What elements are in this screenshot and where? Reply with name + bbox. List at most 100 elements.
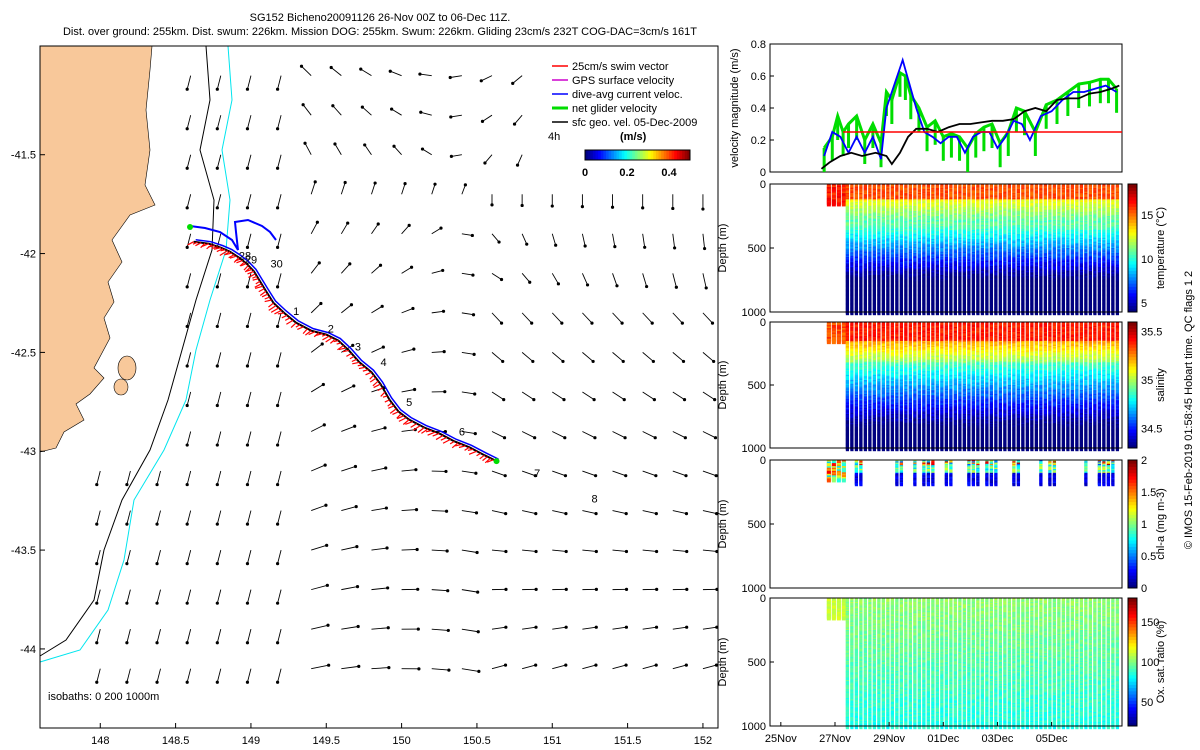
sfc-geo-arrow-head (322, 423, 326, 427)
sfc-geo-arrow-head (504, 587, 508, 591)
sfc-geo-arrow-head (564, 512, 568, 516)
sfc-geo-arrow-head (125, 680, 129, 684)
sfc-geo-arrow-head (185, 285, 189, 289)
map-y-tick-label: -42 (20, 249, 36, 261)
velocity-colorbar-cell (674, 150, 678, 160)
sfc-geo-arrow (186, 391, 192, 406)
sfc-geo-arrow-head (155, 641, 159, 645)
sfc-geo-arrow (552, 510, 567, 515)
label-4h: 4h (548, 131, 560, 143)
sfc-geo-arrow-head (685, 549, 689, 554)
sfc-geo-arrow (521, 431, 535, 439)
sfc-geo-arrow-head (275, 641, 280, 645)
sfc-geo-arrow (310, 222, 318, 235)
sfc-geo-arrow-head (474, 511, 479, 515)
sfc-geo-arrow (310, 424, 325, 432)
sfc-geo-arrow (186, 194, 192, 208)
sfc-geo-arrow (341, 546, 357, 551)
profile-dot (953, 312, 958, 316)
sfc-geo-arrow-head (245, 87, 250, 91)
sfc-geo-arrow-head (560, 321, 564, 325)
sfc-geo-arrow-head (504, 549, 508, 554)
sfc-geo-arrow (310, 303, 322, 314)
sfc-geo-arrow (341, 506, 357, 511)
sfc-geo-arrow (340, 222, 349, 235)
sfc-geo-arrow (401, 183, 406, 195)
sfc-geo-arrow-head (684, 512, 689, 516)
sfc-geo-arrow (582, 312, 593, 324)
swim-vector-mark (427, 431, 436, 436)
sfc-geo-arrow-head (185, 443, 189, 447)
velocity-colorbar-tick: 0.4 (661, 167, 677, 179)
sfc-geo-arrow (461, 431, 476, 435)
sfc-geo-arrow-head (275, 482, 280, 487)
swim-vector-mark (377, 387, 384, 391)
profile-dot (886, 312, 890, 316)
sfc-geo-arrow-head (363, 143, 367, 147)
sfc-geo-arrow-head (463, 183, 467, 187)
sfc-geo-arrow-head (447, 668, 451, 672)
sfc-geo-arrow-head (564, 587, 568, 591)
sfc-geo-arrow-head (684, 474, 688, 478)
sfc-geo-arrow (612, 664, 627, 670)
sfc-geo-arrow-head (245, 285, 250, 289)
sfc-geo-arrow (552, 431, 566, 439)
sfc-geo-arrow (491, 391, 504, 400)
sfc-geo-arrow-head (475, 550, 479, 555)
sfc-geo-arrow-head (275, 562, 280, 566)
sfc-geo-arrow-head (329, 65, 333, 70)
sfc-geo-arrow (332, 105, 342, 116)
sfc-geo-arrow (582, 431, 596, 439)
sfc-geo-arrow (371, 182, 376, 195)
sfc-geo-arrow (551, 233, 557, 246)
map-x-tick-label: 151 (543, 735, 561, 747)
sfc-geo-arrow (642, 626, 657, 630)
sfc-geo-arrow-head (713, 436, 718, 440)
sfc-geo-arrow (186, 431, 192, 446)
sfc-geo-arrow-head (439, 226, 443, 230)
sfc-geo-arrow-head (185, 87, 189, 91)
profile-dot (935, 312, 940, 316)
sfc-geo-arrow-head (185, 403, 189, 408)
swim-vector-mark (264, 299, 272, 303)
profile-dot (836, 202, 841, 207)
sfc-geo-arrow-head (388, 69, 392, 73)
sfc-geo-arrow-head (680, 321, 684, 325)
swim-vector-mark (261, 293, 269, 298)
velocity-y-tick-label: 0 (760, 167, 766, 179)
sfc-geo-arrow-head (652, 398, 656, 402)
sfc-geo-arrow-head (483, 161, 487, 165)
sfc-geo-arrow-head (624, 625, 628, 629)
day-label: 4 (381, 357, 387, 369)
velocity-series-sfc_geo (820, 84, 1120, 170)
legend-entry: 25cm/s swim vector (572, 61, 669, 73)
sfc-geo-arrow-head (385, 546, 389, 550)
velocity-colorbar-cell (640, 150, 644, 160)
sfc-geo-arrow-head (185, 641, 189, 645)
sfc-geo-arrow (341, 586, 358, 591)
island-shape (113, 378, 129, 396)
swim-vector-mark (349, 355, 355, 360)
sfc-geo-arrow (216, 470, 222, 485)
sfc-geo-arrow (126, 510, 131, 525)
sfc-geo-arrow-head (444, 469, 448, 474)
sfc-geo-arrow (672, 391, 685, 400)
sfc-geo-arrow-head (245, 562, 250, 566)
sfc-geo-arrow-head (593, 474, 598, 478)
sfc-geo-arrow-head (343, 180, 347, 185)
profile-dots-temperature (826, 184, 1120, 316)
sfc-geo-arrow (642, 312, 653, 324)
sfc-geo-arrow-head (353, 424, 357, 428)
sfc-geo-arrow-head (384, 506, 388, 510)
profile-dot (940, 312, 944, 316)
velocity-colorbar-tick: 0 (582, 167, 588, 179)
sfc-geo-arrow-head (155, 680, 159, 684)
swim-vector-mark (211, 246, 218, 250)
sfc-geo-arrow-head (301, 103, 305, 107)
sfc-geo-arrow-head (502, 436, 507, 440)
profile-dot (841, 202, 846, 207)
swim-vector-mark (321, 334, 327, 337)
swim-vector-mark (482, 456, 488, 462)
swim-vector-mark (277, 312, 285, 315)
velocity-colorbar-cell (619, 150, 623, 160)
